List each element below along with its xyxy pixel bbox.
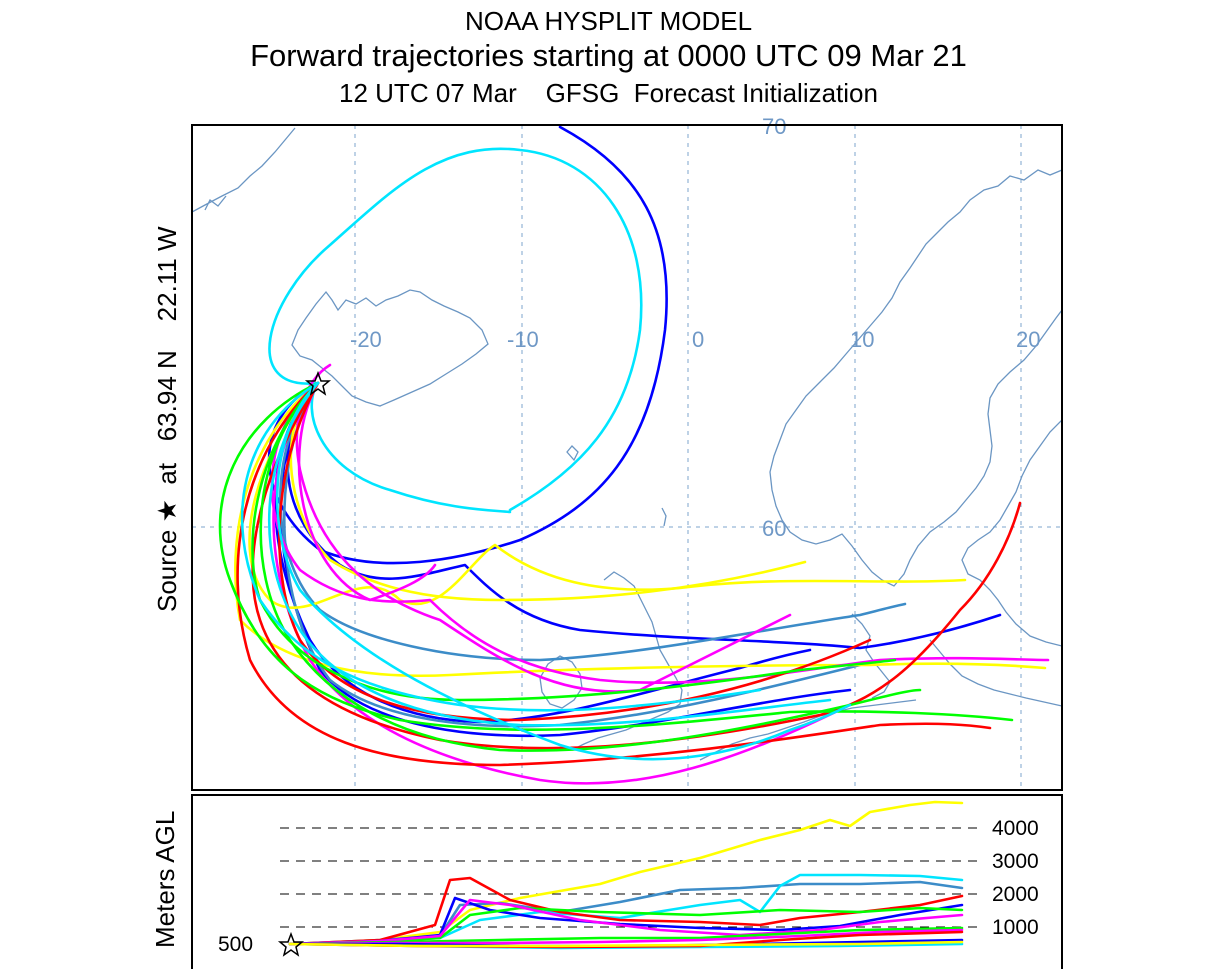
height-profiles [288,800,964,950]
trajectory-magenta-3 [295,363,792,693]
height-yellow [288,800,964,946]
height-yellow-2 [288,940,964,948]
lat-label-70: 70 [762,114,786,139]
trajectory-cyan-loop [268,147,643,512]
start-star-icon [277,931,305,957]
lon-label-m20: -20 [350,327,382,352]
lon-label-10: 10 [850,327,874,352]
height-green-2 [288,926,964,946]
graticule [192,125,1062,790]
trajectory-blue-1 [286,381,1002,650]
height-cyan [288,873,964,946]
trajectory-cyan-3 [275,381,852,761]
init-subtitle: 12 UTC 07 Mar GFSG Forecast Initializati… [339,78,878,108]
lon-label-m10: -10 [507,327,539,352]
trajectory-green-1 [218,381,1014,732]
trajectory-red-1 [236,381,992,767]
scandinavia-coast [769,169,1062,587]
star-icon [304,370,332,396]
height-magenta [288,898,964,946]
trajectory-yellow-2 [234,381,1047,678]
lon-label-20: 20 [1016,327,1040,352]
greenland-coast [192,127,296,213]
trajectories [218,125,1050,785]
faroe-coast [566,445,667,527]
height-level-4000: 4000 [992,817,1039,840]
trajectory-magenta-2 [272,381,862,785]
start-height-label: 500 [218,933,253,956]
trajectory-green-3 [251,381,897,702]
trajectory-cyan-inner [310,381,512,514]
height-level-1000: 1000 [992,916,1039,939]
height-level-2000: 2000 [992,883,1039,906]
trajectory-cyan-2 [267,381,832,727]
baltic-coast [929,639,1062,707]
height-panel: 4000 3000 2000 1000 500 [191,794,1063,969]
run-title: Forward trajectories starting at 0000 UT… [250,38,967,73]
height-panel-frame [191,794,1063,969]
finland-coast [961,419,1062,647]
lat-label-60: 60 [762,516,786,541]
ireland-coast [539,655,583,709]
trajectory-cyan-4 [240,381,762,712]
trajectory-magenta-4 [297,381,437,602]
trajectory-steelblue-2 [283,381,862,728]
graticule-labels: -20 -10 0 10 20 70 60 [350,114,1040,541]
map-frame [191,124,1063,791]
europe-coast [699,699,917,761]
trajectory-magenta-1 [270,381,1050,685]
trajectory-blue-loop [267,125,668,565]
trajectory-yellow-3 [289,381,807,602]
trajectory-steelblue-1 [279,381,907,662]
height-green [288,906,964,946]
lon-label-0: 0 [692,327,704,352]
height-level-3000: 3000 [992,850,1039,873]
iceland-coast [291,289,489,407]
model-title: NOAA HYSPLIT MODEL [464,6,753,36]
